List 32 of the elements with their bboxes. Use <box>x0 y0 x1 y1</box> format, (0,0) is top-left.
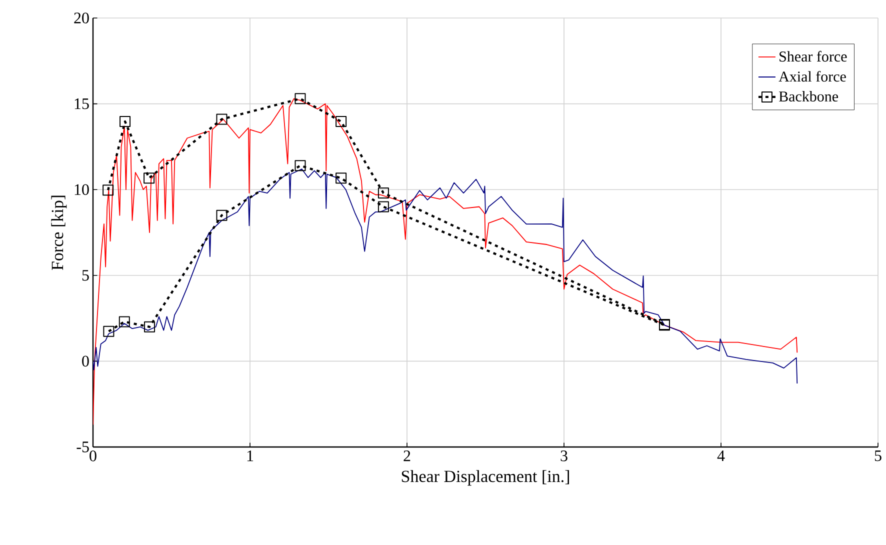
point <box>378 188 389 199</box>
point <box>144 321 156 332</box>
x-tick-label: 0 <box>90 450 96 462</box>
point <box>336 116 347 127</box>
line-series <box>93 168 798 384</box>
point <box>216 114 228 125</box>
x-tick-label: 5 <box>874 450 882 462</box>
point <box>103 326 114 337</box>
y-axis-title: Force [kip] <box>51 196 67 270</box>
y-tick-label: 10 <box>74 184 89 195</box>
point <box>144 172 155 184</box>
point <box>102 184 114 196</box>
x-tick-label: 1 <box>247 450 254 462</box>
y-tick-label: 0 <box>82 356 89 367</box>
point <box>216 210 228 221</box>
point <box>336 172 347 184</box>
x-axis-title: Shear Displacement [in.] <box>402 470 570 486</box>
point <box>378 201 389 212</box>
x-tick-label: 4 <box>717 450 725 462</box>
point <box>294 93 306 104</box>
y-tick-label: -5 <box>76 442 89 452</box>
x-tick-label: 2 <box>404 450 410 462</box>
x-tick-label: 3 <box>560 450 568 462</box>
point <box>294 160 306 172</box>
legend-label: Backbone <box>778 91 838 102</box>
point <box>118 316 130 328</box>
point <box>120 116 131 127</box>
y-tick-label: 15 <box>74 98 89 110</box>
y-tick-label: 5 <box>82 270 89 281</box>
legend-label: Shear force <box>780 50 847 62</box>
legend-label: Axial force <box>778 70 846 82</box>
y-tick-label: 20 <box>74 12 89 24</box>
